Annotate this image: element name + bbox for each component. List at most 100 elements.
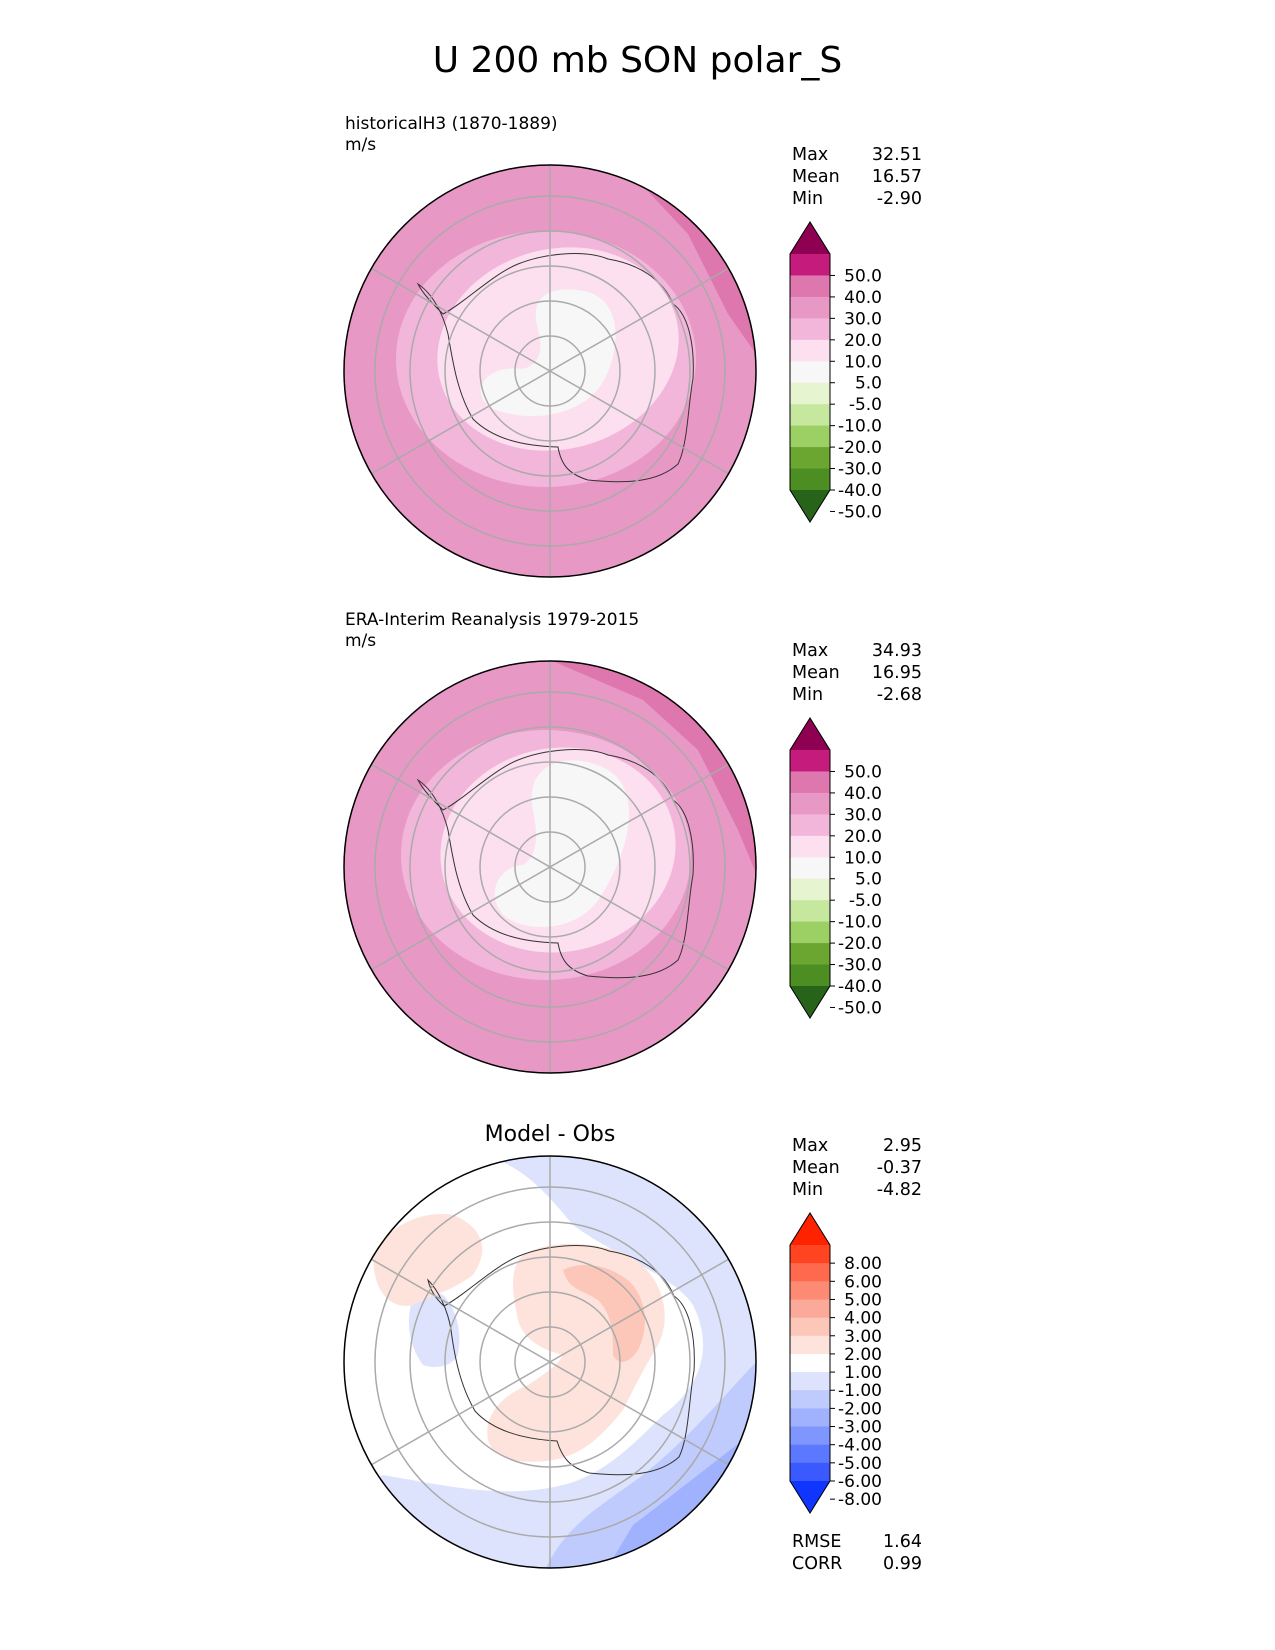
stat-max-value: 32.51 [871, 145, 922, 165]
stat-mean-label: Mean [792, 1158, 840, 1178]
colorbar-band [790, 339, 830, 362]
colorbar-extend-max [790, 222, 830, 254]
panel-2-title: ERA-Interim Reanalysis 1979-2015 m/s [345, 610, 639, 652]
colorbar-tick-label: 20.0 [844, 827, 882, 847]
colorbar-band [790, 1299, 830, 1319]
colorbar-tick-label: -10.0 [838, 417, 882, 437]
colorbar-band [790, 254, 830, 276]
colorbar-band [790, 771, 830, 794]
colorbar-tick-label: 40.0 [844, 288, 882, 308]
colorbar-tick-label: -10.0 [838, 913, 882, 933]
colorbar-band [790, 1444, 830, 1464]
colorbar-tick-label: 8.00 [844, 1254, 882, 1274]
colorbar-band [790, 964, 830, 987]
colorbar-band [790, 814, 830, 837]
colorbar-band [790, 1281, 830, 1300]
stat-mean-value: 16.95 [871, 663, 922, 683]
colorbar-extend-max [790, 718, 830, 750]
stat-max-label: Max [792, 145, 829, 165]
contour-band-2-3 [563, 1265, 645, 1362]
colorbar-tick-label: -30.0 [838, 956, 882, 976]
colorbar-band [790, 361, 830, 384]
stat-min-value: -2.68 [876, 685, 922, 705]
colorbar-tick-label: -40.0 [838, 481, 882, 501]
panel-1-title: historicalH3 (1870-1889) m/s [345, 114, 558, 156]
colorbar-band [790, 792, 830, 815]
colorbar-tick-label: -5.0 [849, 395, 882, 415]
rmse-value: 1.64 [883, 1532, 922, 1552]
colorbar-band [790, 468, 830, 491]
panel-2-title-line1: ERA-Interim Reanalysis 1979-2015 [345, 610, 640, 630]
antarctica-coastline [416, 253, 694, 483]
colorbar-tick-label: -2.00 [838, 1399, 882, 1419]
stat-max-value: 34.93 [871, 641, 922, 661]
colorbar-tick-label: 30.0 [844, 309, 882, 329]
stat-min-label: Min [792, 189, 824, 209]
panel-3-polar-map [343, 1155, 757, 1569]
panel-1-title-line1: historicalH3 (1870-1889) [345, 114, 558, 134]
panel-3-title: Model - Obs [484, 1122, 616, 1147]
colorbar-band [790, 921, 830, 944]
stat-min-label: Min [792, 1180, 824, 1200]
corr-label: CORR [792, 1554, 843, 1574]
colorbar-band [790, 878, 830, 901]
colorbar-tick-label: -50.0 [838, 998, 882, 1018]
colorbar-tick-label: 5.0 [855, 374, 882, 394]
colorbar-tick-label: 10.0 [844, 848, 882, 868]
colorbar-band [790, 1426, 830, 1446]
colorbar-band [790, 1245, 830, 1264]
colorbar-band [790, 382, 830, 405]
colorbar-tick-label: 40.0 [844, 784, 882, 804]
colorbar-tick-label: 5.0 [855, 870, 882, 890]
colorbar-band [790, 943, 830, 966]
colorbar-band [790, 857, 830, 880]
stat-max-label: Max [792, 641, 829, 661]
colorbar-tick-label: -8.00 [838, 1490, 882, 1510]
colorbar-tick-label: 4.00 [844, 1309, 882, 1329]
figure-title: U 200 mb SON polar_S [432, 40, 843, 81]
colorbar-band [790, 1353, 830, 1373]
map-boundary [343, 1155, 757, 1569]
colorbar-extend-min [790, 986, 830, 1018]
panel-1-polar-map [343, 164, 757, 578]
map-boundary [343, 660, 757, 1074]
stat-mean-value: 16.57 [871, 167, 922, 187]
stat-max-value: 2.95 [883, 1136, 922, 1156]
colorbar-tick-label: -20.0 [838, 438, 882, 458]
colorbar-band [790, 1372, 830, 1391]
panel-2-stats: Max 34.93 Mean 16.95 Min -2.68 [792, 640, 922, 706]
colorbar-tick-label: -5.00 [838, 1454, 882, 1474]
colorbar-tick-label: 10.0 [844, 352, 882, 372]
colorbar-tick-label: -6.00 [838, 1472, 882, 1492]
colorbar-band [790, 1335, 830, 1355]
stat-min-value: -4.82 [876, 1180, 922, 1200]
graticule [370, 165, 730, 577]
colorbar-band [790, 296, 830, 319]
corr-value: 0.99 [883, 1554, 922, 1574]
colorbar-tick-label: 3.00 [844, 1327, 882, 1347]
panel-1-colorbar: 50.040.030.020.010.05.0-5.0-10.0-20.0-30… [789, 221, 882, 523]
colorbar-tick-label: -40.0 [838, 977, 882, 997]
colorbar-tick-label: -3.00 [838, 1418, 882, 1438]
colorbar-tick-label: 2.00 [844, 1345, 882, 1365]
panel-2-units: m/s [345, 631, 377, 651]
antarctica-coastline [427, 1245, 695, 1476]
colorbar-extend-min [790, 1481, 830, 1513]
colorbar-band [790, 447, 830, 470]
rmse-label: RMSE [792, 1532, 842, 1552]
colorbar-tick-label: -30.0 [838, 460, 882, 480]
colorbar-tick-label: 30.0 [844, 805, 882, 825]
colorbar-band [790, 1408, 830, 1428]
contour-band-1-2-west [373, 1214, 483, 1306]
colorbar-band [790, 425, 830, 448]
panel-2-colorbar: 50.040.030.020.010.05.0-5.0-10.0-20.0-30… [789, 717, 882, 1019]
colorbar-tick-label: 1.00 [844, 1363, 882, 1383]
stat-mean-value: -0.37 [876, 1158, 922, 1178]
panel-3-colorbar: 8.006.005.004.003.002.001.00-1.00-2.00-3… [789, 1212, 882, 1514]
panel-1-stats: Max 32.51 Mean 16.57 Min -2.90 [792, 144, 922, 210]
colorbar-tick-label: 20.0 [844, 331, 882, 351]
colorbar-tick-label: -4.00 [838, 1436, 882, 1456]
colorbar-tick-label: -20.0 [838, 934, 882, 954]
colorbar-band [790, 318, 830, 341]
map-boundary [343, 164, 757, 578]
